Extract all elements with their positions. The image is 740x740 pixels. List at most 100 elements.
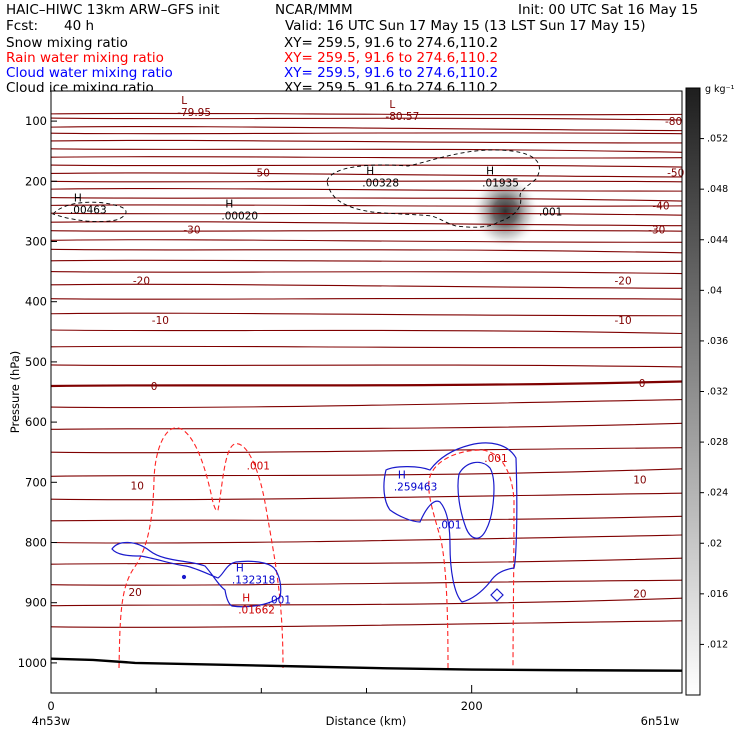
extremum-value: -80.57 (385, 111, 419, 123)
colorbar-tick-label: .036 (707, 336, 728, 347)
fcst-label: Fcst: (6, 18, 38, 34)
x-end-location: 6n51w (641, 714, 680, 728)
isotherm-label: 0 (639, 378, 646, 390)
y-tick-label: 800 (25, 536, 47, 550)
valid-time: Valid: 16 UTC Sun 17 May 15 (13 LST Sun … (285, 18, 645, 34)
isotherm-line (51, 239, 682, 243)
isotherm-line (51, 126, 682, 132)
contour-label: .001 (268, 595, 291, 607)
extremum-value: .01662 (238, 605, 275, 617)
extremum-value: .01935 (482, 177, 519, 189)
isotherm-line (51, 148, 682, 153)
contour-label: .001 (438, 519, 461, 531)
isotherm-line (51, 204, 682, 207)
extremum-mark: L (181, 95, 187, 107)
isotherm-line (51, 447, 682, 454)
colorbar-tick-label: .04 (707, 285, 722, 296)
isotherm-label: -10 (615, 315, 632, 327)
isotherm-line (51, 132, 682, 135)
colorbar-tick-label: .044 (707, 235, 728, 246)
snow-contour-small (52, 201, 127, 223)
colorbar: g kg⁻¹ .012 .016 .02 .024 .028 .032 .036 .04 .04… (685, 84, 735, 696)
init-time: Init: 00 UTC Sat 16 May 15 (518, 2, 698, 18)
y-tick-label: 100 (25, 114, 47, 128)
y-tick-label: 200 (25, 174, 47, 188)
extremum-mark: H (486, 165, 494, 177)
isotherm-line (51, 492, 682, 501)
contour-label: .001 (539, 206, 562, 218)
isotherm-line (51, 180, 682, 183)
isotherm-labels: -80 -50 -50 -40 -30 -30 -20 -20 -10 -10 0 0 10 10 20 20 (128, 116, 684, 601)
isotherm-line (51, 515, 682, 522)
y-tick-label: 400 (25, 295, 47, 309)
terrain-line (51, 657, 682, 672)
isotherm-line (51, 329, 682, 335)
extremum-value: .259463 (394, 481, 437, 493)
isotherm-label: 20 (633, 589, 646, 601)
isotherm-line (51, 112, 682, 116)
isotherm-line (51, 297, 682, 300)
extremum-value: .132318 (232, 575, 275, 587)
cloud-water-contours (111, 442, 518, 608)
contour-labels: .001 .001 .001 .001 .001 (247, 206, 563, 606)
rain-contour-left (118, 427, 284, 669)
isotherm-label: -30 (183, 224, 200, 236)
isotherm-line (51, 364, 682, 368)
isotherm-line (51, 164, 682, 168)
isotherm-line (51, 271, 682, 275)
contour-label: .001 (484, 453, 507, 465)
x-start-location: 4n53w (32, 714, 71, 728)
colorbar-gradient (685, 87, 701, 696)
isotherm-line (51, 248, 682, 254)
isotherm-label: -50 (667, 167, 684, 179)
cloud-water-contour-inner (457, 461, 495, 539)
isotherm-line (51, 139, 682, 144)
isotherm-label: 20 (128, 587, 141, 599)
isotherm-line (51, 399, 682, 409)
colorbar-tick-label: .024 (707, 488, 728, 499)
field-name-rain: Rain water mixing ratio (6, 50, 164, 66)
isotherm-line (51, 557, 682, 565)
extremum-mark: H (74, 192, 82, 204)
isotherm-label: -10 (152, 315, 169, 327)
isotherm-line (51, 188, 682, 192)
extremum-value: .00020 (221, 210, 258, 222)
isotherm-line (51, 117, 682, 121)
isotherm-line (51, 422, 682, 430)
isotherm-line (51, 197, 682, 202)
isotherm-line (51, 620, 682, 628)
colorbar-ticks: .012 .016 .02 .024 .028 .032 .036 .04 .044 .048 .0… (700, 134, 728, 650)
colorbar-tick-label: .028 (707, 437, 728, 448)
y-tick-label: 1000 (18, 656, 47, 670)
colorbar-tick-label: .012 (707, 639, 728, 650)
y-axis-label: Pressure (hPa) (8, 351, 22, 434)
extrema-labels: L-79.95L-80.57H.00463 H.00020H.00328H.019… (70, 95, 519, 617)
isotherm-line (51, 221, 682, 227)
x-tick-label: 0 (47, 699, 54, 713)
fcst-value: 40 h (64, 18, 94, 34)
colorbar-tick-label: .016 (707, 589, 728, 600)
field-xy-snow: XY= 259.5, 91.6 to 274.6,110.2 (284, 35, 498, 51)
extremum-value: -79.95 (177, 107, 211, 119)
cloud-water-contour-left (111, 541, 282, 608)
isotherm-line (51, 534, 682, 544)
isotherm-label: 10 (633, 474, 646, 486)
isotherm-label: -20 (133, 276, 150, 288)
x-axis-label: Distance (km) (326, 714, 407, 728)
extremum-mark: L (389, 99, 395, 111)
cloud-water-contour-right (383, 442, 518, 603)
isotherm-line (51, 345, 682, 349)
isotherm-line (51, 380, 682, 388)
y-tick-label: 700 (25, 475, 47, 489)
colorbar-tick-label: .02 (707, 538, 722, 549)
isotherm-label: -50 (253, 167, 270, 179)
y-tick-label: 300 (25, 235, 47, 249)
colorbar-tick-label: .048 (707, 184, 728, 195)
colorbar-unit: g kg⁻¹ (705, 84, 735, 95)
field-name-snow: Snow mixing ratio (6, 35, 128, 51)
isotherm-line (51, 212, 682, 216)
temperature-contours (51, 112, 682, 628)
isotherm-line (51, 312, 682, 317)
extremum-mark: H (366, 165, 374, 177)
